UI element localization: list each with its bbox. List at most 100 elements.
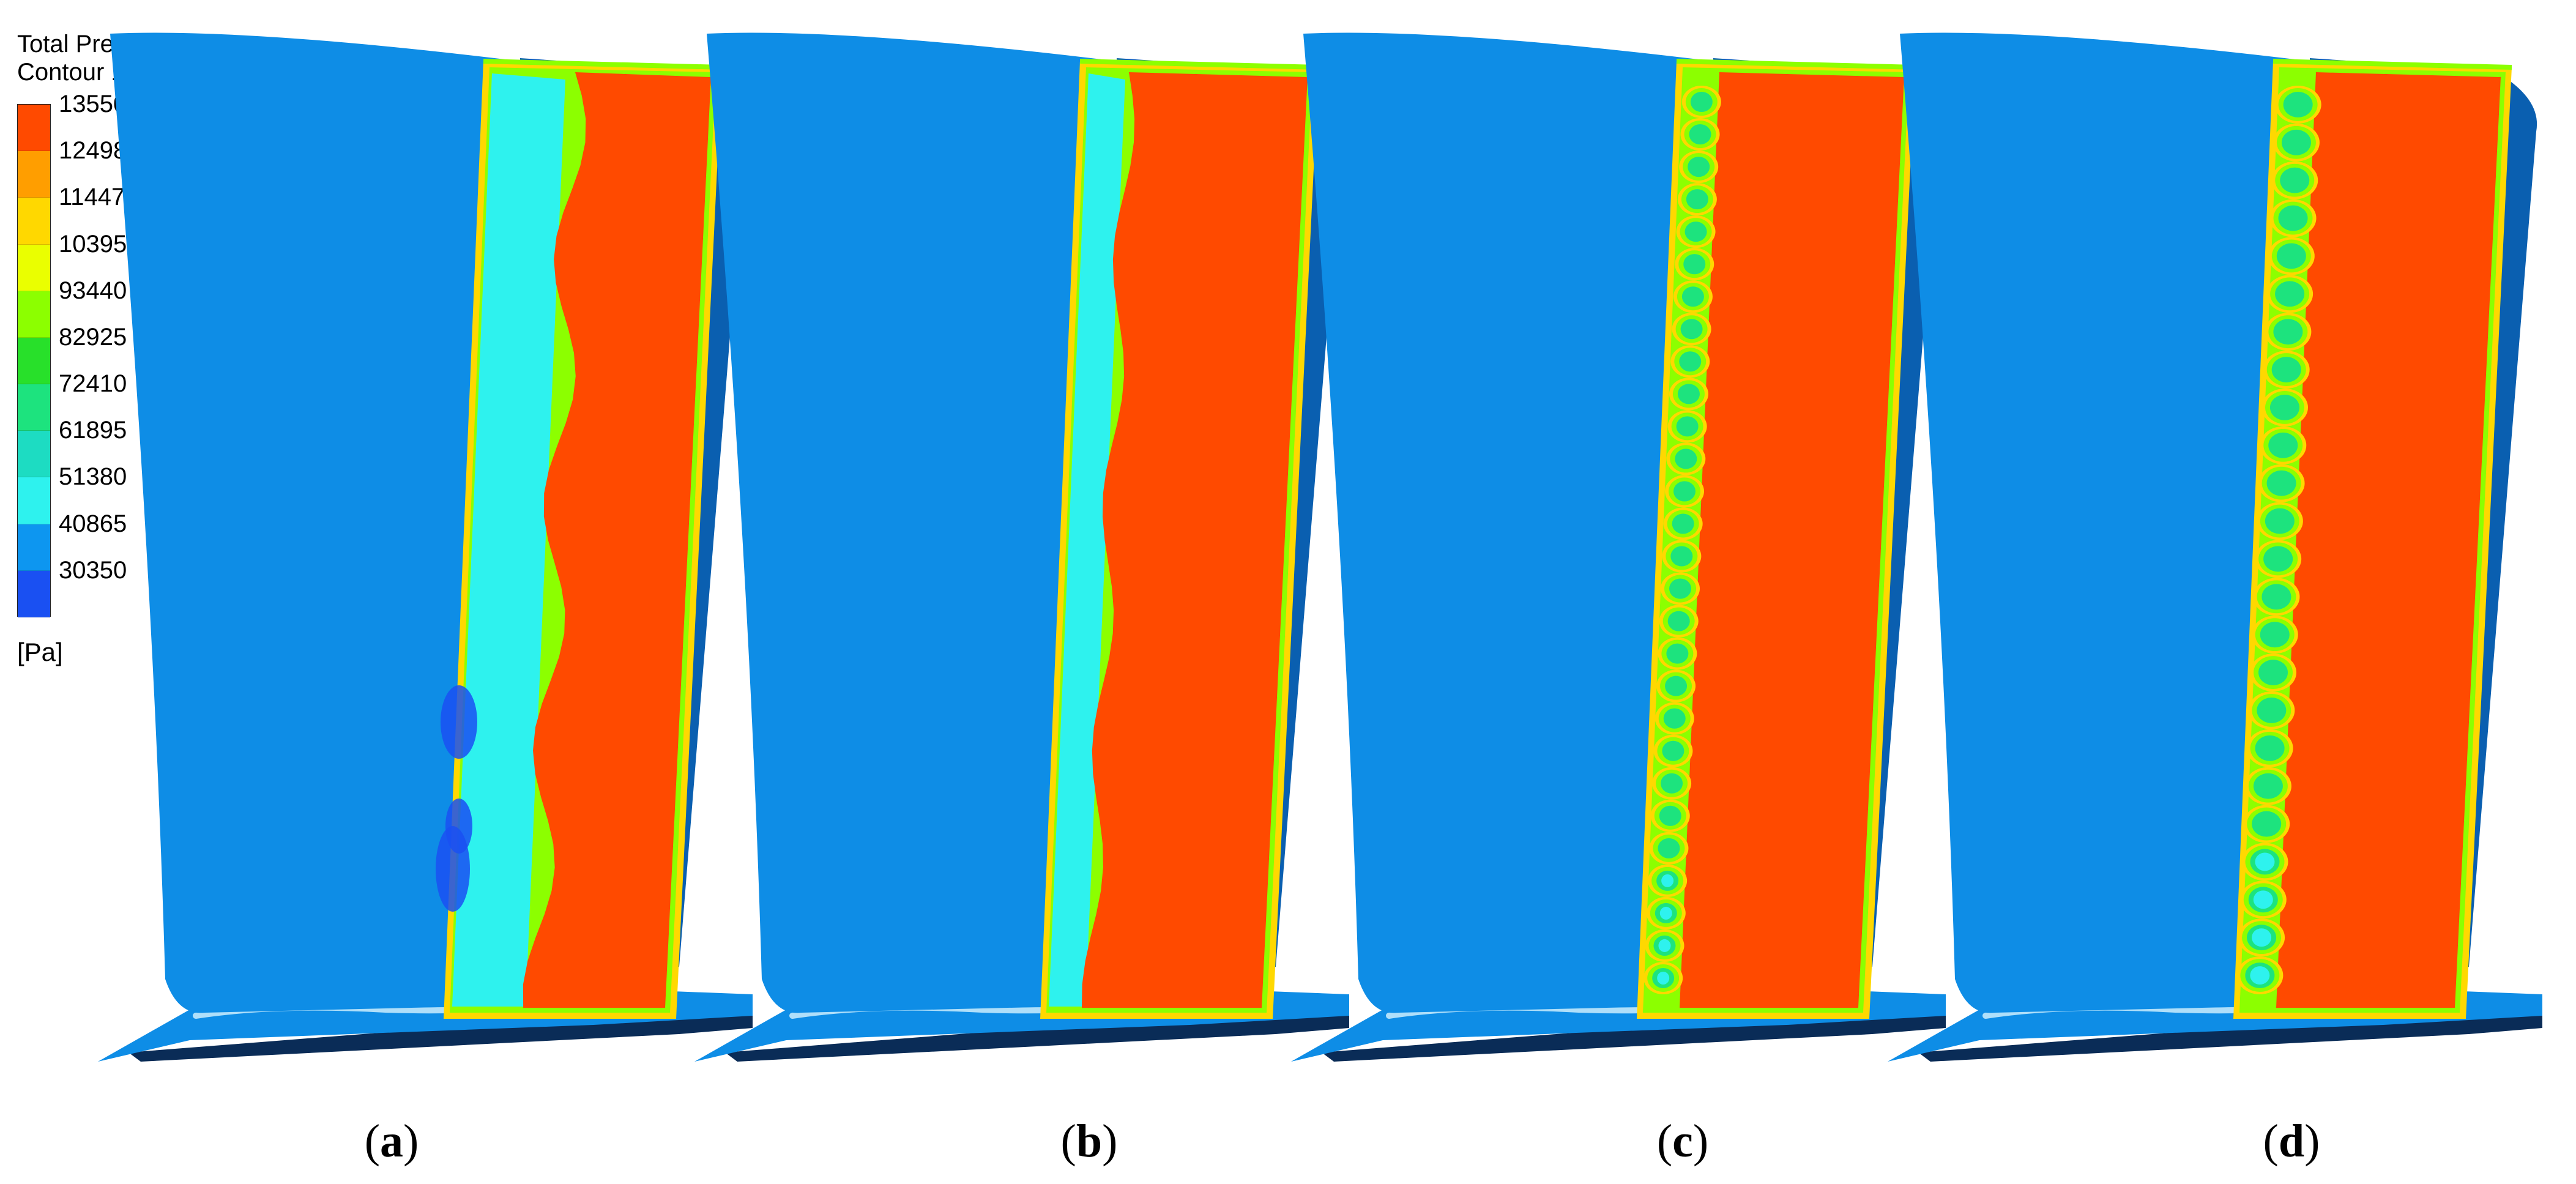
vortex-ring [1667,410,1707,443]
vortex-ring [1649,832,1689,865]
panel-b [688,0,1361,1184]
low-pressure-core [436,826,470,912]
caption-a-letter: a [380,1115,403,1167]
vortex-ring [2266,275,2314,313]
blade-contour-plot [98,32,753,1062]
low-pressure-region [452,73,565,1007]
legend-tick-label: 82925 [59,323,127,351]
legend-swatch [18,477,50,524]
vortex-ring [2269,199,2317,237]
caption-d-letter: d [2278,1115,2305,1167]
vortex-ring [1644,961,1683,995]
vortex-ring [1670,345,1710,378]
vortex-ring [1648,864,1688,897]
vortex-ring [2260,426,2307,464]
panel-d [1882,0,2555,1184]
vortex-ring [1645,929,1684,962]
vortex-ring [2253,578,2300,616]
legend-unit: [Pa] [17,638,63,666]
vortex-ring [1653,734,1693,767]
legend-tick-label: 40865 [59,510,127,537]
legend-tick-label: 30350 [59,556,127,584]
vortex-ring [1646,896,1686,929]
vortex-ring [1672,313,1711,346]
high-pressure-region [2276,72,2501,1008]
vortex-ring [1681,86,1721,119]
vortex-ring [1659,605,1699,638]
vortex-ring [2244,767,2291,805]
blade-contour-plot [1291,32,1946,1062]
blade-contour-plot [1888,32,2542,1062]
caption-b-letter: b [1076,1115,1103,1167]
caption-c-letter: c [1672,1115,1693,1167]
legend-swatch [18,431,50,478]
vortex-ring [2273,123,2320,162]
panel-a [92,0,765,1184]
legend-swatch [18,384,50,431]
vortex-ring [2251,616,2298,654]
caption-d: (d) [2263,1115,2320,1167]
legend-swatch [18,151,50,198]
vortex-ring [1676,215,1716,248]
vortex-ring [2241,843,2288,881]
low-pressure-region [1049,73,1125,1007]
legend-swatch [18,337,50,385]
caption-c: (c) [1656,1115,1709,1167]
high-pressure-region [523,72,711,1008]
channel-tip-edge [1079,59,1319,70]
vortex-ring [1679,151,1719,184]
vortex-ring [2248,691,2295,729]
vortex-ring [1650,799,1690,832]
vortex-ring [1655,702,1694,735]
vortex-ring [1680,118,1720,151]
vortex-ring [2271,161,2318,199]
legend-tick-label: 72410 [59,370,127,398]
vortex-ring [2250,653,2297,691]
vortex-ring [2261,389,2308,426]
legend-tick-label: 51380 [59,463,127,491]
channel-tip-edge [2273,59,2512,70]
vortex-ring [2268,237,2315,275]
legend-swatch [18,570,50,617]
blade-contour-plot [694,32,1349,1062]
vortex-ring [1663,507,1703,540]
vortex-ring [1675,248,1714,281]
legend-tick-label: 61895 [59,417,127,444]
caption-a: (a) [364,1115,419,1167]
legend-subtitle: Contour 1 [17,59,125,86]
panel-c [1285,0,1958,1184]
legend-tick-label: 93440 [59,277,127,304]
vortex-ring [1661,572,1700,605]
legend-swatch [18,524,50,571]
vortex-ring [2274,86,2321,124]
vortex-ring [2238,918,2285,957]
legend-color-bar [17,104,51,617]
high-pressure-region [1082,72,1308,1008]
vortex-ring [2246,729,2293,767]
channel-tip-edge [1676,59,1916,70]
vortex-ring [2236,956,2284,994]
channel-tip-edge [483,59,723,70]
legend-swatch [18,105,50,152]
vortex-ring [1664,475,1704,508]
vortex-ring [1669,378,1708,411]
vortex-ring [2239,881,2287,919]
vortex-ring [1662,540,1702,573]
vortex-ring [2265,313,2312,351]
vortex-ring [2263,351,2310,389]
legend-swatch [18,198,50,245]
vortex-ring [1677,183,1717,216]
vortex-ring [2255,540,2302,578]
vortex-ring [2243,805,2290,843]
vortex-ring [1673,280,1713,313]
vortex-ring [1656,669,1696,702]
vortex-ring [2256,502,2303,540]
high-pressure-region [1680,72,1904,1008]
vortex-ring [2258,464,2305,502]
vortex-ring [1658,637,1697,670]
legend-swatch [18,291,50,338]
low-pressure-core [441,685,477,759]
vortex-ring [1666,442,1706,475]
caption-b: (b) [1060,1115,1118,1167]
legend-swatch [18,244,50,291]
